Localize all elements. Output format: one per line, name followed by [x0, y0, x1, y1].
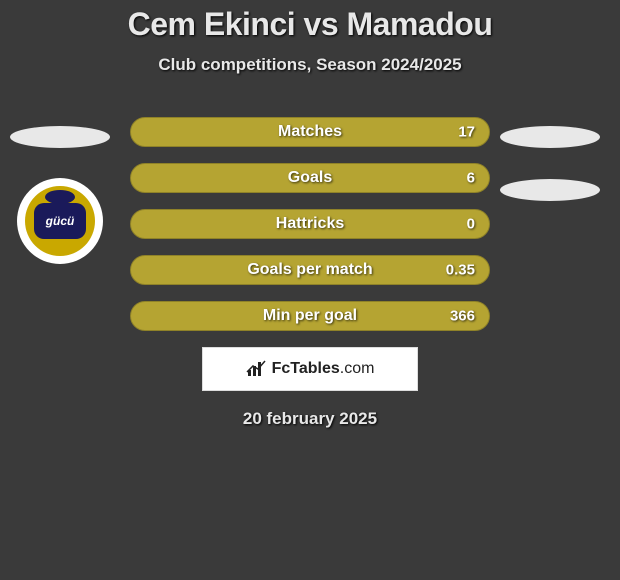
right-top-ellipse — [500, 126, 600, 148]
logo-brand: FcTables — [272, 360, 340, 377]
stat-bar: Goals 6 — [130, 163, 490, 193]
logo-suffix: .com — [340, 360, 375, 377]
stat-bar-value: 0 — [467, 216, 475, 233]
infographic-container: Cem Ekinci vs Mamadou Club competitions,… — [0, 0, 620, 429]
club-crest-text: gücü — [46, 214, 75, 228]
bar-chart-icon — [246, 360, 268, 378]
stat-bar-label: Matches — [278, 123, 342, 141]
stat-bar-value: 0.35 — [446, 262, 475, 279]
club-crest-left: gücü — [17, 178, 103, 264]
logo-text: FcTables.com — [272, 360, 375, 378]
right-mid-ellipse — [500, 179, 600, 201]
stat-bar-label: Goals per match — [247, 261, 372, 279]
stat-bar-value: 17 — [458, 124, 475, 141]
stat-bar-value: 6 — [467, 170, 475, 187]
stat-bar: Goals per match 0.35 — [130, 255, 490, 285]
left-top-ellipse — [10, 126, 110, 148]
infographic-date: 20 february 2025 — [0, 409, 620, 429]
stat-bar: Min per goal 366 — [130, 301, 490, 331]
stat-bar: Hattricks 0 — [130, 209, 490, 239]
subtitle: Club competitions, Season 2024/2025 — [0, 55, 620, 75]
stat-bar-label: Min per goal — [263, 307, 357, 325]
stat-bar-value: 366 — [450, 308, 475, 325]
stat-bar: Matches 17 — [130, 117, 490, 147]
stat-bar-label: Goals — [288, 169, 332, 187]
club-crest-cap — [45, 190, 75, 204]
club-crest-band: gücü — [34, 203, 86, 239]
fctables-logo[interactable]: FcTables.com — [202, 347, 418, 391]
stat-bar-label: Hattricks — [276, 215, 344, 233]
page-title: Cem Ekinci vs Mamadou — [0, 6, 620, 43]
club-crest-inner: gücü — [25, 186, 95, 256]
